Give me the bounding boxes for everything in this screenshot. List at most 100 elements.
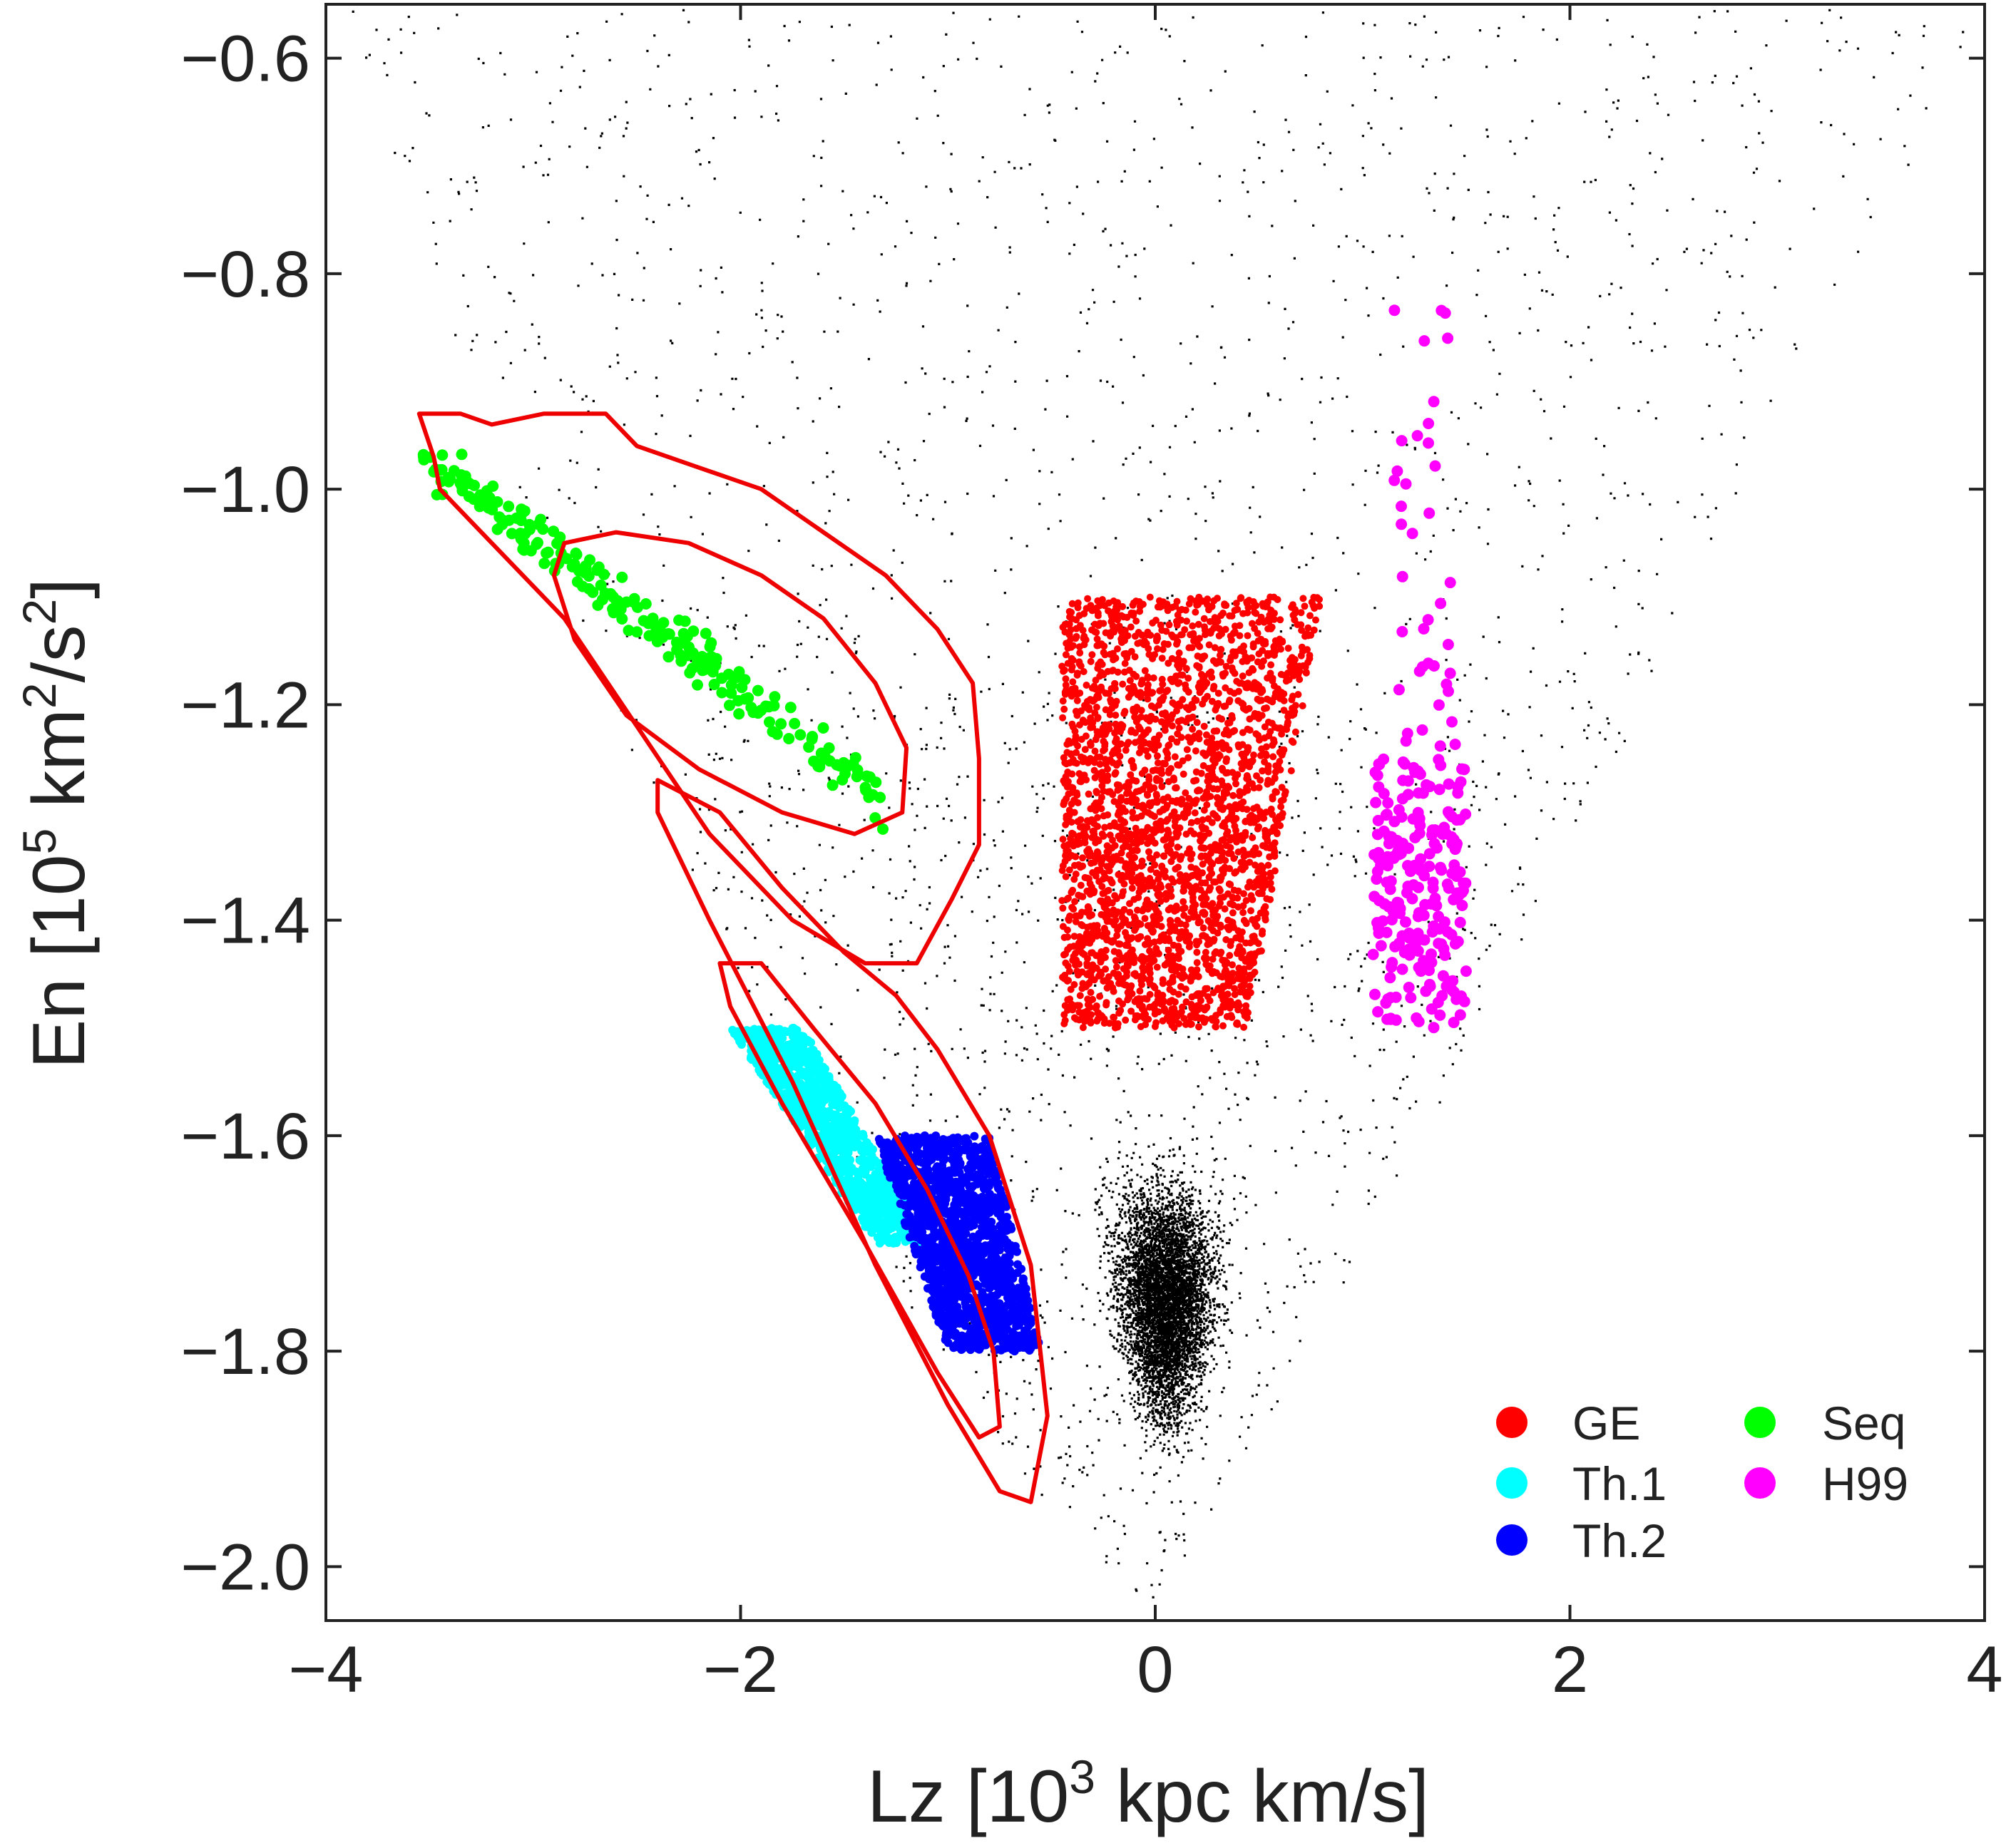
point [1065, 812, 1073, 819]
point [1227, 1012, 1235, 1020]
point [1180, 898, 1187, 905]
series-ge-points [1058, 593, 1324, 1032]
point [1015, 1303, 1024, 1312]
point [1249, 666, 1257, 674]
point [1190, 777, 1197, 785]
point [1141, 915, 1149, 923]
point [1279, 638, 1286, 646]
point [1263, 895, 1271, 903]
point [1118, 892, 1126, 900]
point [999, 1315, 1008, 1324]
point [1138, 862, 1146, 869]
point [1127, 623, 1135, 631]
point [700, 627, 712, 640]
point [1023, 1303, 1033, 1313]
point [1129, 814, 1137, 822]
point [1026, 1319, 1035, 1328]
point [1164, 816, 1172, 823]
point [1132, 617, 1140, 625]
point [1203, 739, 1211, 746]
point [850, 1185, 859, 1194]
point [1192, 747, 1199, 755]
point [1221, 961, 1229, 969]
point [1114, 645, 1121, 653]
point [1212, 1023, 1219, 1031]
point [1210, 935, 1218, 943]
point [1146, 947, 1153, 955]
point [1003, 1270, 1012, 1280]
point [1199, 700, 1207, 708]
point [1105, 689, 1112, 697]
point [1065, 620, 1073, 628]
point [928, 1143, 937, 1152]
point [1281, 791, 1289, 799]
point [1140, 1014, 1148, 1022]
point [1299, 662, 1307, 669]
point [766, 1066, 775, 1075]
point [1117, 796, 1125, 804]
point [953, 1198, 962, 1207]
point [1267, 669, 1274, 677]
point [1097, 860, 1105, 868]
point [944, 1169, 953, 1178]
point [1127, 771, 1135, 779]
point [856, 1178, 865, 1187]
point [1122, 746, 1130, 754]
point [985, 1306, 994, 1315]
point [1139, 972, 1147, 980]
point [1091, 620, 1099, 628]
point [1115, 1010, 1123, 1017]
point [1174, 917, 1182, 924]
point [1010, 1312, 1020, 1320]
point [1101, 740, 1109, 747]
point [1162, 873, 1170, 881]
point [1194, 972, 1202, 980]
point [1129, 808, 1137, 816]
point [1159, 645, 1167, 653]
point [1109, 627, 1117, 635]
point [1214, 699, 1222, 707]
point [1105, 1020, 1113, 1027]
point [1114, 602, 1122, 610]
point [981, 1279, 990, 1288]
point [1155, 741, 1162, 749]
point [925, 1156, 934, 1165]
point [1182, 872, 1190, 880]
point [1102, 999, 1110, 1007]
point [926, 1221, 935, 1230]
point [1093, 629, 1100, 636]
point [901, 1131, 909, 1141]
point [1165, 659, 1172, 667]
point [1154, 759, 1162, 767]
point [1068, 852, 1076, 859]
point [1090, 766, 1098, 774]
point [1209, 967, 1217, 975]
point [1162, 1007, 1170, 1015]
point [1122, 929, 1129, 936]
point [824, 1125, 833, 1134]
point [1223, 755, 1230, 763]
point [1144, 681, 1152, 689]
point [1141, 739, 1149, 747]
point [905, 1233, 914, 1242]
point [1085, 980, 1093, 987]
point [1204, 935, 1212, 943]
point [1249, 833, 1257, 841]
point [1234, 697, 1242, 704]
point [1107, 861, 1115, 869]
point [981, 1166, 991, 1175]
point [1155, 732, 1163, 739]
point [1226, 697, 1234, 704]
point [1188, 993, 1196, 1001]
point [1151, 984, 1159, 992]
point [1156, 881, 1164, 888]
point [1070, 1014, 1078, 1022]
point [1258, 930, 1266, 938]
point [1207, 617, 1214, 625]
point [1080, 754, 1088, 762]
point [876, 1210, 885, 1219]
point [1234, 1006, 1242, 1014]
point [1128, 875, 1135, 883]
point [1287, 767, 1295, 775]
point [1090, 682, 1098, 690]
